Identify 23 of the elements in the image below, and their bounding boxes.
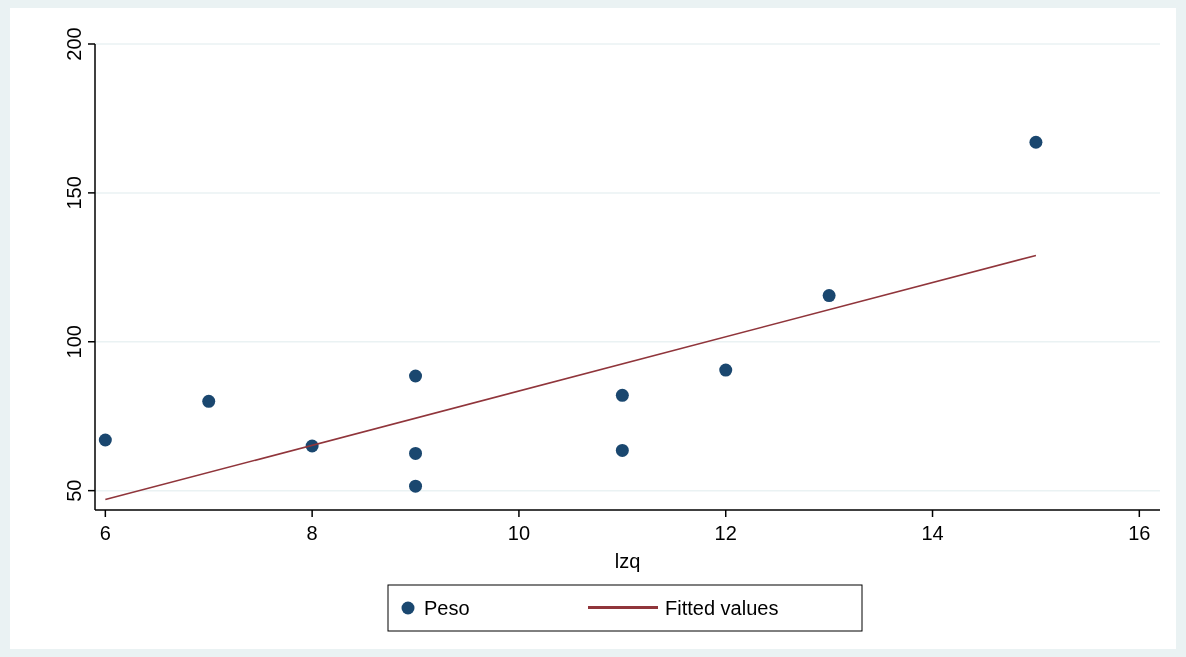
point [1029, 135, 1043, 149]
x-tick-label: 10 [507, 522, 531, 544]
point [615, 388, 629, 402]
y-tick-label: 150 [63, 176, 85, 210]
y-tick-label: 100 [63, 325, 85, 359]
x-tick-label: 6 [99, 522, 111, 544]
x-tick-label: 16 [1128, 522, 1151, 544]
point [409, 479, 423, 493]
point [822, 289, 836, 303]
legend-label: Peso [424, 597, 470, 619]
point [98, 433, 112, 447]
point [719, 363, 733, 377]
x-tick-label: 8 [306, 522, 318, 544]
point [202, 394, 216, 408]
x-axis-title: lzq [614, 550, 641, 572]
y-tick-label: 50 [63, 479, 85, 502]
point [409, 446, 423, 460]
point [409, 369, 423, 383]
y-tick-label: 200 [63, 27, 85, 61]
x-tick-label: 14 [921, 522, 944, 544]
x-tick-label: 12 [714, 522, 737, 544]
point [615, 443, 629, 457]
legend-label: Fitted values [665, 597, 779, 619]
